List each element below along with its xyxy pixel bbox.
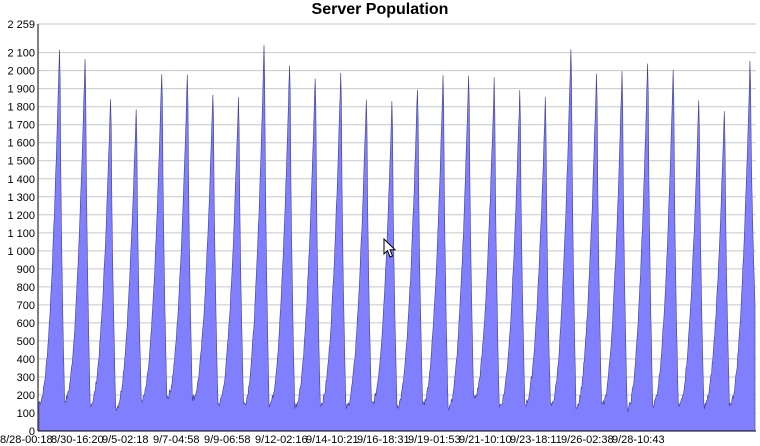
y-tick-label: 100: [17, 408, 35, 420]
y-tick-labels: 0 100 200 300 400 500 600 700 800 900 1 000 1 100 1 …: [7, 19, 35, 438]
y-tick-label: 2 000: [7, 66, 35, 78]
y-tick-label: 1 400: [7, 174, 35, 186]
x-tick-label: 9/19-01:53: [408, 434, 461, 446]
y-tick-label: 300: [17, 372, 35, 384]
y-tick-label: 1 800: [7, 102, 35, 114]
y-tick-label: 1 200: [7, 210, 35, 222]
x-tick-labels: 8/28-00:188/30-16:209/5-02:18 9/7-04:58 9/…: [0, 434, 665, 446]
x-tick-label: 8/30-16:20: [51, 434, 104, 446]
arrow-cursor-icon: [383, 238, 397, 258]
x-tick-label: 9/14-10:21: [306, 434, 359, 446]
x-tick-label: 8/28-00:18: [0, 434, 53, 446]
y-tick-label: 1 300: [7, 192, 35, 204]
y-tick-label: 700: [17, 300, 35, 312]
y-tick-label: 400: [17, 354, 35, 366]
chart-title: Server Population: [311, 1, 449, 18]
y-tick-label: 1 900: [7, 84, 35, 96]
y-tick-label: 1 100: [7, 228, 35, 240]
y-tick-label: 1 000: [7, 246, 35, 258]
x-tick-label: 9/16-18:31: [357, 434, 410, 446]
x-tick-label: 9/7-04:58: [153, 434, 199, 446]
y-tick-label: 2 259: [7, 19, 35, 31]
y-tick-label: 800: [17, 282, 35, 294]
axes: [37, 24, 756, 432]
y-tick-label: 2 100: [7, 48, 35, 60]
server-population-area: [38, 44, 756, 432]
y-tick-label: 200: [17, 390, 35, 402]
x-tick-label: 9/21-10:10: [459, 434, 512, 446]
y-tick-label: 1 600: [7, 138, 35, 150]
y-tick-label: 1 700: [7, 120, 35, 132]
x-tick-label: 9/28-10:43: [612, 434, 665, 446]
series-area: [38, 44, 756, 432]
y-tick-label: 1 500: [7, 156, 35, 168]
x-tick-label: 9/26-02:38: [561, 434, 614, 446]
y-tick-label: 600: [17, 318, 35, 330]
y-tick-label: 0: [29, 426, 35, 438]
y-tick-label: 900: [17, 264, 35, 276]
x-tick-label: 9/9-06:58: [204, 434, 250, 446]
x-tick-label: 9/23-18:11: [510, 434, 562, 446]
x-tick-label: 9/12-02:16: [255, 434, 308, 446]
x-tick-label: 9/5-02:18: [102, 434, 148, 446]
y-tick-label: 500: [17, 336, 35, 348]
